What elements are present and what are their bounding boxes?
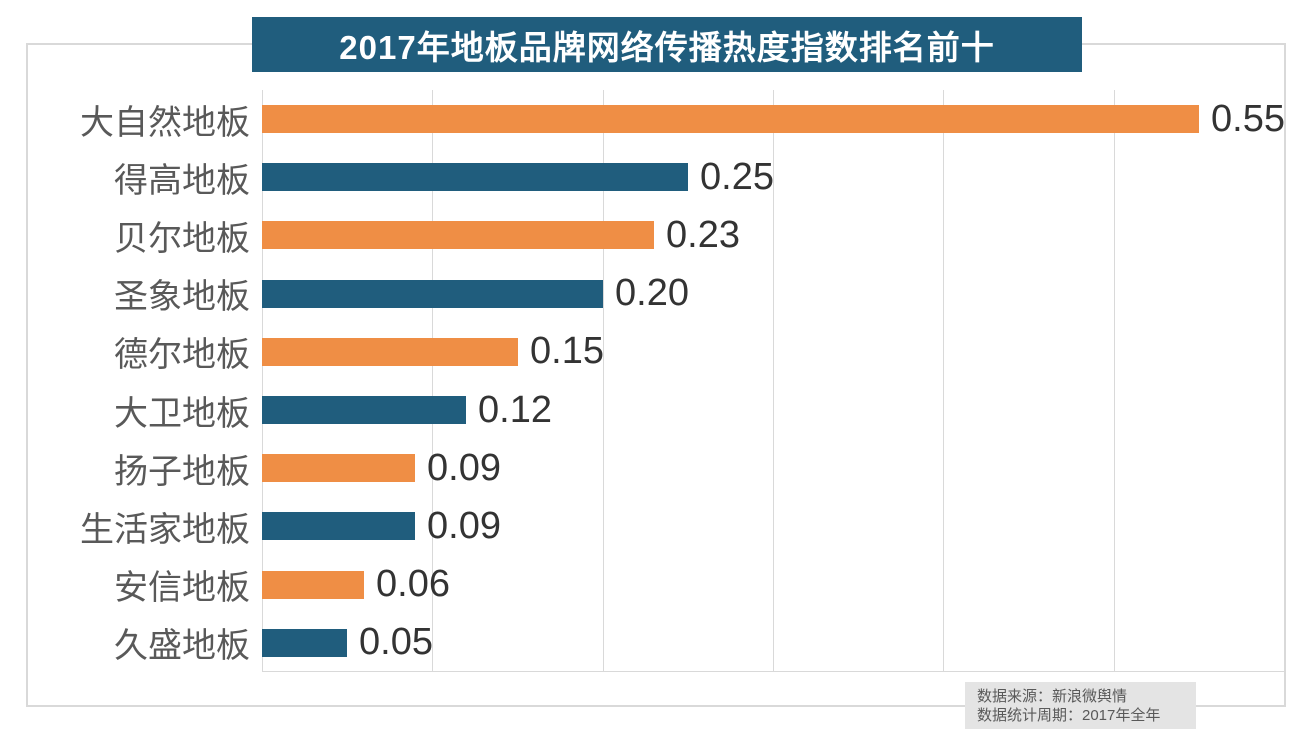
- value-label: 0.09: [427, 446, 501, 489]
- bar-row: 德尔地板 0.15: [36, 323, 1284, 381]
- gridline: [1114, 90, 1115, 672]
- bar-row: 安信地板 0.06: [36, 556, 1284, 614]
- bar: [262, 105, 1199, 134]
- category-label: 德尔地板: [114, 336, 250, 375]
- bar-row: 圣象地板 0.20: [36, 265, 1284, 323]
- bar: [262, 396, 466, 425]
- value-label: 0.25: [700, 155, 774, 198]
- bar: [262, 221, 654, 250]
- category-label: 久盛地板: [114, 627, 250, 666]
- category-label: 生活家地板: [80, 510, 250, 549]
- bar-row: 大自然地板 0.55: [36, 90, 1285, 148]
- bar-row: 贝尔地板 0.23: [36, 206, 1284, 264]
- bar: [262, 570, 364, 599]
- category-label: 扬子地板: [114, 452, 250, 491]
- source-box: 数据来源：新浪微舆情 数据统计周期：2017年全年: [965, 682, 1196, 729]
- category-label: 贝尔地板: [114, 219, 250, 258]
- gridline: [262, 90, 263, 672]
- value-label: 0.55: [1211, 97, 1285, 140]
- bar-row: 久盛地板 0.05: [36, 614, 1284, 672]
- category-label: 大自然地板: [80, 103, 250, 142]
- x-axis-line: [262, 671, 1284, 672]
- bar-row: 大卫地板 0.12: [36, 381, 1284, 439]
- bar: [262, 163, 688, 192]
- bar: [262, 454, 415, 483]
- gridline: [603, 90, 604, 672]
- value-label: 0.06: [376, 563, 450, 606]
- bar: [262, 512, 415, 541]
- gridline: [432, 90, 433, 672]
- value-label: 0.05: [359, 621, 433, 664]
- value-label: 0.09: [427, 504, 501, 547]
- category-label: 圣象地板: [114, 278, 250, 317]
- source-line-2: 数据统计周期：2017年全年: [977, 707, 1161, 724]
- bar: [262, 279, 603, 308]
- value-label: 0.23: [666, 213, 740, 256]
- chart-title: 2017年地板品牌网络传播热度指数排名前十: [339, 28, 995, 66]
- gridline: [773, 90, 774, 672]
- value-label: 0.20: [615, 272, 689, 315]
- value-label: 0.15: [530, 330, 604, 373]
- bar-row: 扬子地板 0.09: [36, 439, 1284, 497]
- plot-area: [262, 90, 1284, 672]
- value-label: 0.12: [478, 388, 552, 431]
- bar: [262, 337, 518, 366]
- bar: [262, 628, 347, 657]
- category-label: 大卫地板: [114, 394, 250, 433]
- bar-rows-container: 大自然地板 0.55 得高地板 0.25 贝尔地板 0.23 圣象地板 0.20 德尔地板 0.1…: [36, 90, 1285, 672]
- bar-row: 得高地板 0.25: [36, 148, 1284, 206]
- chart-title-banner: 2017年地板品牌网络传播热度指数排名前十: [252, 17, 1082, 72]
- source-line-1: 数据来源：新浪微舆情: [977, 688, 1128, 705]
- category-label: 安信地板: [114, 569, 250, 608]
- category-label: 得高地板: [114, 161, 250, 200]
- gridline: [943, 90, 944, 672]
- chart-frame: [26, 43, 1286, 707]
- bar-row: 生活家地板 0.09: [36, 497, 1284, 555]
